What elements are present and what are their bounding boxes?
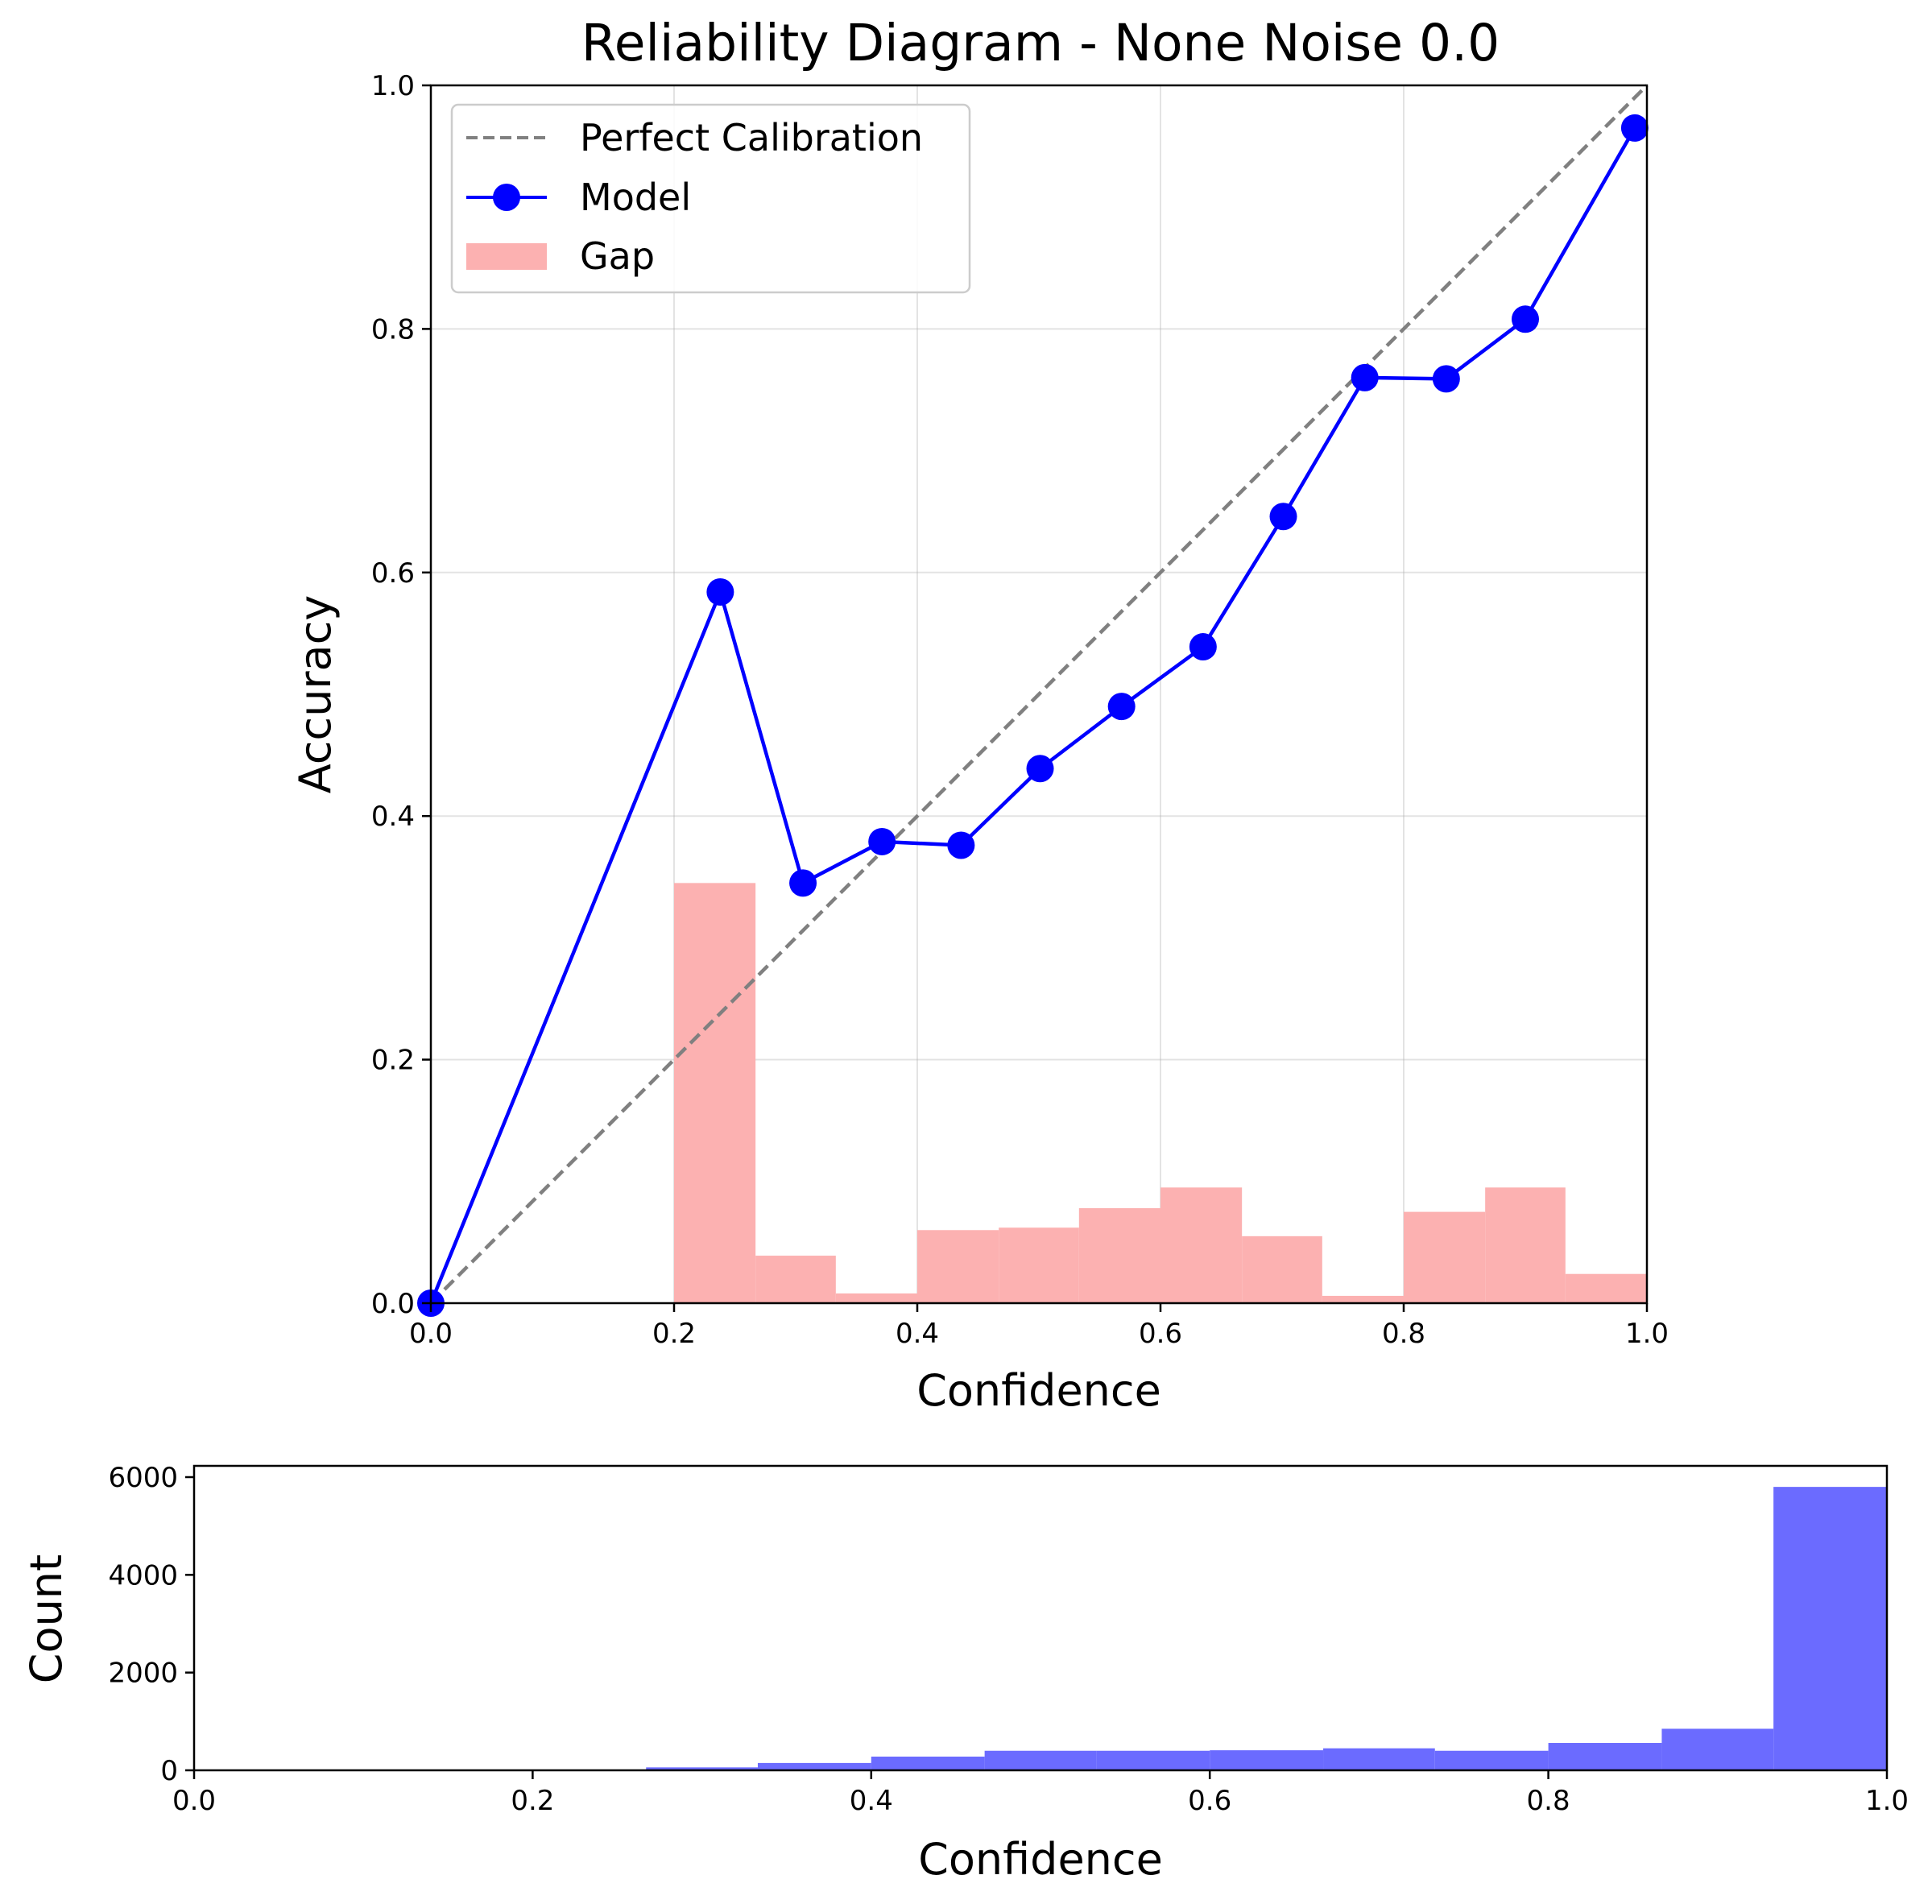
model-series — [417, 114, 1649, 1317]
x-tick-label: 0.6 — [1139, 1318, 1182, 1350]
y-tick-label: 0.6 — [371, 557, 415, 590]
count-bar — [1773, 1487, 1887, 1770]
hist-y-axis-label: Count — [21, 1554, 72, 1683]
model-point — [1026, 755, 1054, 783]
x-tick-label: 0.8 — [1382, 1318, 1425, 1350]
x-tick-label: 0.0 — [172, 1785, 216, 1817]
x-tick-label: 0.4 — [850, 1785, 893, 1817]
x-tick-label: 1.0 — [1865, 1785, 1909, 1817]
legend-model-swatch-marker — [493, 184, 520, 211]
count-bars — [646, 1487, 1887, 1770]
main-x-ticks: 0.0 0.2 0.4 0.6 0.8 1.0 — [409, 1303, 1669, 1350]
model-point — [789, 869, 817, 897]
count-bar — [1323, 1748, 1435, 1770]
count-bar — [757, 1762, 871, 1770]
model-point — [1620, 114, 1649, 142]
chart-title: Reliability Diagram - None Noise 0.0 — [581, 14, 1500, 72]
count-bar — [1661, 1728, 1774, 1770]
count-bar — [1210, 1750, 1324, 1770]
count-bar — [984, 1750, 1097, 1770]
hist-x-axis-label: Confidence — [918, 1834, 1163, 1885]
x-tick-label: 0.8 — [1527, 1785, 1570, 1817]
y-tick-label: 0.0 — [371, 1288, 415, 1320]
legend-model-label: Model — [580, 176, 691, 219]
count-bar — [871, 1757, 985, 1770]
gap-bar — [999, 1227, 1079, 1303]
model-point — [1107, 693, 1136, 721]
legend-perfect-calibration-label: Perfect Calibration — [580, 116, 923, 159]
hist-y-ticks: 0 2000 4000 6000 — [108, 1462, 194, 1787]
gap-bar — [1565, 1273, 1647, 1303]
main-y-ticks: 0.0 0.2 0.4 0.6 0.8 1.0 — [371, 70, 431, 1320]
gap-bar — [835, 1293, 917, 1303]
y-tick-label: 1.0 — [371, 70, 415, 102]
x-tick-label: 1.0 — [1625, 1318, 1669, 1350]
hist-axes-frame — [192, 1464, 1889, 1772]
count-bar — [646, 1767, 758, 1770]
x-tick-label: 0.2 — [511, 1785, 554, 1817]
model-point — [1189, 633, 1217, 661]
gap-bar — [1322, 1295, 1404, 1303]
main-axes-frame — [429, 84, 1649, 1305]
y-tick-label: 0.8 — [371, 313, 415, 346]
perfect-calibration-dashed-line — [429, 84, 1649, 1305]
legend-gap-swatch — [466, 243, 547, 270]
x-tick-label: 0.4 — [896, 1318, 939, 1350]
y-tick-label: 6000 — [108, 1462, 178, 1494]
legend-box — [450, 103, 971, 294]
legend: Perfect Calibration Model Gap — [450, 103, 971, 294]
gap-bars — [674, 883, 1647, 1303]
model-point — [1432, 365, 1460, 393]
y-tick-label: 0.2 — [371, 1045, 415, 1077]
count-bar — [1434, 1750, 1549, 1770]
y-tick-label: 0 — [160, 1755, 178, 1787]
y-tick-label: 4000 — [108, 1559, 178, 1591]
hist-x-ticks: 0.0 0.2 0.4 0.6 0.8 1.0 — [172, 1770, 1909, 1817]
legend-gap-label: Gap — [580, 234, 655, 278]
main-x-axis-label: Confidence — [916, 1365, 1161, 1416]
gap-bar — [1242, 1236, 1322, 1303]
model-point — [1269, 503, 1297, 531]
y-tick-label: 2000 — [108, 1658, 178, 1690]
model-point — [706, 577, 734, 606]
gap-bar — [1404, 1211, 1486, 1303]
x-tick-label: 0.6 — [1188, 1785, 1231, 1817]
gap-bar — [755, 1256, 836, 1303]
gap-bar — [1078, 1208, 1160, 1303]
x-tick-label: 0.2 — [652, 1318, 696, 1350]
count-bar — [1548, 1743, 1662, 1770]
y-tick-label: 0.4 — [371, 801, 415, 833]
x-tick-label: 0.0 — [409, 1318, 453, 1350]
count-bar — [1096, 1750, 1210, 1770]
model-point — [1512, 305, 1539, 333]
model-point — [1351, 363, 1379, 391]
gap-bar — [674, 883, 756, 1303]
gap-bar — [1160, 1187, 1243, 1303]
perfect-calibration-line — [429, 84, 1649, 1305]
model-point — [868, 827, 896, 855]
gap-bar — [917, 1230, 999, 1303]
main-y-axis-label: Accuracy — [290, 595, 341, 794]
gap-bar — [1485, 1187, 1566, 1303]
model-point — [947, 831, 975, 859]
